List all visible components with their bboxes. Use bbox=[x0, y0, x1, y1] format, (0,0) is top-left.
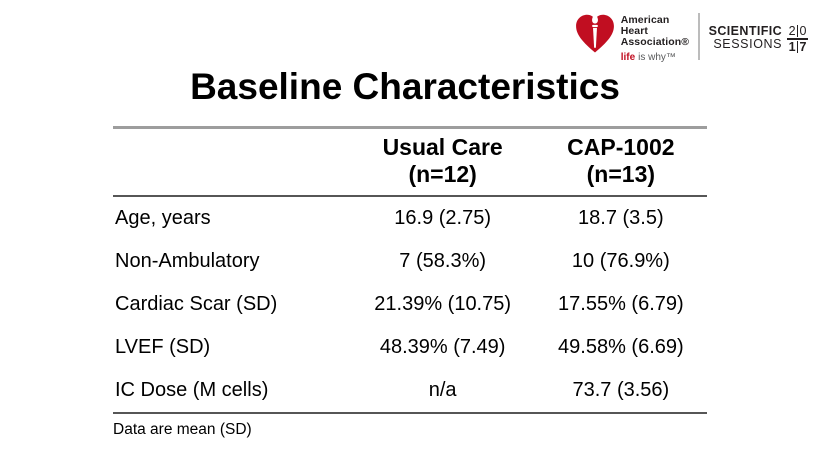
usual-care-value: 21.39% (10.75) bbox=[374, 293, 512, 315]
aha-name-line3: Association® bbox=[620, 36, 690, 48]
brand-divider bbox=[698, 13, 700, 60]
cap1002-value: 73.7 (3.56) bbox=[572, 379, 670, 401]
year-digit-1: 1 bbox=[788, 40, 796, 54]
usual-care-value: 7 (58.3%) bbox=[399, 250, 487, 272]
table-row: Age, years 16.9 (2.75) 18.7 (3.5) bbox=[113, 197, 707, 240]
tagline-rest: is why™ bbox=[638, 52, 676, 63]
column-header-usual-care: Usual Care (n=12) bbox=[351, 134, 535, 188]
usual-care-value: n/a bbox=[428, 379, 457, 401]
brand-header: American Heart Association® life is why™ … bbox=[573, 12, 808, 63]
column-header-cap1002: CAP-1002 (n=13) bbox=[535, 134, 707, 188]
year-digit-0: 0 bbox=[797, 25, 808, 37]
cap1002-value: 10 (76.9%) bbox=[571, 250, 670, 272]
year-digit-2: 2 bbox=[788, 24, 796, 38]
tagline-life: life bbox=[620, 52, 636, 63]
aha-name-line2: Heart bbox=[620, 25, 649, 37]
table-row: IC Dose (M cells) n/a 73.7 (3.56) bbox=[113, 369, 707, 412]
aha-tagline: life is why™ bbox=[621, 52, 689, 63]
usual-care-value: 16.9 (2.75) bbox=[394, 207, 492, 229]
column-header-line1: Usual Care bbox=[382, 134, 503, 160]
footnote: Data are mean (SD) bbox=[113, 421, 252, 438]
table-row: Non-Ambulatory 7 (58.3%) 10 (76.9%) bbox=[113, 240, 707, 283]
row-label: Non-Ambulatory bbox=[115, 250, 260, 272]
cap1002-value: 17.55% (6.79) bbox=[558, 293, 684, 315]
cap1002-value: 18.7 (3.5) bbox=[578, 207, 664, 229]
sessions-year-2017: 2 0 1 7 bbox=[787, 25, 808, 53]
aha-wordmark: American Heart Association® life is why™ bbox=[620, 14, 690, 64]
table-header-row: Usual Care (n=12) CAP-1002 (n=13) bbox=[113, 129, 707, 195]
sessions-word-sessions: SESSIONS bbox=[713, 37, 783, 51]
table-rule-top bbox=[113, 126, 707, 129]
row-label: Cardiac Scar (SD) bbox=[115, 293, 278, 315]
row-label: LVEF (SD) bbox=[115, 336, 211, 358]
column-header-line2: (n=12) bbox=[408, 161, 477, 187]
row-label: Age, years bbox=[115, 207, 211, 229]
aha-heart-torch-icon bbox=[573, 12, 617, 57]
year-digit-7: 7 bbox=[797, 41, 808, 53]
table-rule-bottom bbox=[113, 412, 707, 414]
scientific-sessions-logo: SCIENTIFIC SESSIONS 2 0 1 7 bbox=[709, 25, 808, 53]
cap1002-value: 49.58% (6.69) bbox=[558, 336, 684, 358]
sessions-word-scientific: SCIENTIFIC bbox=[708, 24, 783, 38]
page-title: Baseline Characteristics bbox=[190, 66, 620, 107]
table-row: LVEF (SD) 48.39% (7.49) 49.58% (6.69) bbox=[113, 326, 707, 369]
table-rule-header bbox=[113, 195, 707, 197]
column-header-line2: (n=13) bbox=[586, 161, 656, 187]
column-header-line1: CAP-1002 bbox=[567, 134, 675, 160]
row-label: IC Dose (M cells) bbox=[115, 379, 269, 401]
usual-care-value: 48.39% (7.49) bbox=[379, 336, 506, 358]
aha-name-line1: American bbox=[620, 14, 670, 26]
table-row: Cardiac Scar (SD) 21.39% (10.75) 17.55% … bbox=[113, 283, 707, 326]
baseline-characteristics-table: Usual Care (n=12) CAP-1002 (n=13) Age, y… bbox=[113, 126, 707, 414]
